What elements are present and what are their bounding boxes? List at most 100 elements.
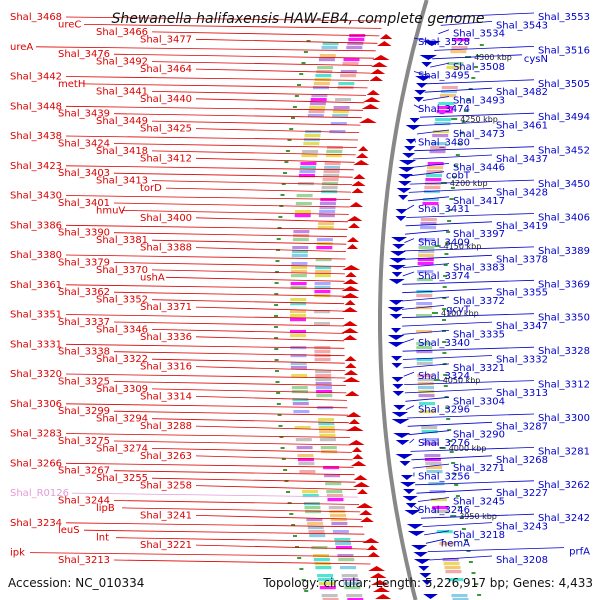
gene-label: cobT bbox=[446, 171, 471, 182]
forward-gene-arrow bbox=[356, 503, 374, 508]
annotation-band-segment bbox=[317, 574, 334, 578]
annotation-band-segment bbox=[450, 50, 467, 54]
gene-label: Shal_3379 bbox=[58, 258, 110, 269]
annotation-band-segment bbox=[307, 522, 324, 526]
ruler-dot bbox=[301, 62, 306, 64]
leader-line bbox=[29, 552, 369, 557]
annotation-band-segment bbox=[319, 586, 336, 590]
leader-line bbox=[424, 530, 450, 536]
gene-label: Shal_3492 bbox=[96, 57, 148, 68]
gene-label: Shal_3494 bbox=[538, 112, 590, 123]
gene-label: Shal_3276 bbox=[418, 438, 470, 449]
reverse-gene-arrow bbox=[391, 328, 402, 333]
gene-label: Shal_3403 bbox=[58, 168, 110, 179]
gene-label: Shal_3378 bbox=[496, 254, 548, 265]
ruler-dot bbox=[479, 44, 484, 46]
leader-line bbox=[402, 346, 535, 352]
annotation-band-segment bbox=[314, 350, 331, 354]
reverse-gene-arrow bbox=[399, 160, 417, 165]
annotation-band-segment bbox=[299, 166, 316, 170]
annotation-band-segment bbox=[426, 470, 443, 474]
leader-line bbox=[419, 112, 535, 118]
tick-mark bbox=[432, 312, 438, 314]
leader-line bbox=[151, 269, 345, 275]
leader-line bbox=[151, 358, 345, 364]
ruler-dot bbox=[442, 286, 447, 288]
reverse-gene-arrow bbox=[387, 335, 405, 340]
gene-label: Shal_3424 bbox=[58, 139, 110, 150]
annotation-band-segment bbox=[430, 498, 447, 502]
gene-label: Shal_3362 bbox=[58, 287, 110, 298]
annotation-band-segment bbox=[421, 426, 438, 430]
leader-line bbox=[434, 46, 535, 51]
leader-line bbox=[402, 296, 450, 302]
annotation-band-segment bbox=[447, 62, 464, 66]
leader-line bbox=[405, 405, 415, 410]
annotation-band-segment bbox=[416, 362, 433, 366]
annotation-band-segment bbox=[447, 578, 464, 582]
leader-line bbox=[165, 276, 345, 282]
leader-line bbox=[151, 299, 345, 305]
forward-gene-arrow bbox=[346, 244, 359, 249]
gene-label: Shal_3372 bbox=[453, 296, 505, 307]
leader-line bbox=[113, 143, 357, 148]
forward-gene-arrow bbox=[351, 188, 364, 193]
annotation-band-segment bbox=[451, 594, 468, 598]
leader-line bbox=[430, 62, 450, 68]
gene-label: Shal_3355 bbox=[496, 288, 548, 299]
ruler-dot bbox=[285, 150, 290, 152]
annotation-band-segment bbox=[432, 130, 449, 134]
leader-line bbox=[195, 336, 345, 342]
forward-gene-arrow bbox=[369, 76, 383, 81]
annotation-band-segment bbox=[420, 218, 437, 222]
annotation-band-segment bbox=[302, 150, 319, 154]
gene-label: Shal_3371 bbox=[140, 302, 192, 313]
leader-line bbox=[429, 555, 493, 561]
gene-label: Shal_3450 bbox=[538, 179, 590, 190]
gene-label: Shal_3322 bbox=[96, 354, 148, 365]
ruler-dot bbox=[476, 55, 481, 57]
annotation-band-segment bbox=[422, 202, 439, 206]
gene-label: Shal_3383 bbox=[453, 263, 505, 274]
ruler-dot bbox=[446, 418, 451, 420]
ruler-dot bbox=[280, 194, 285, 196]
forward-gene-arrow bbox=[371, 62, 388, 67]
tick-label: 4150 kbp bbox=[444, 242, 482, 251]
leader-line bbox=[151, 477, 356, 483]
ruler-dot bbox=[468, 88, 473, 90]
leader-line bbox=[411, 163, 450, 168]
reverse-gene-arrow bbox=[396, 188, 412, 193]
annotation-band-segment bbox=[342, 62, 359, 66]
ruler-dot bbox=[275, 271, 279, 273]
forward-gene-arrow bbox=[356, 153, 369, 158]
gene-label: Shal_3275 bbox=[58, 436, 110, 447]
forward-gene-arrow bbox=[371, 580, 389, 585]
leader-line bbox=[413, 505, 420, 511]
leader-line bbox=[35, 46, 376, 52]
annotation-band-segment bbox=[330, 514, 347, 518]
annotation-band-segment bbox=[426, 174, 442, 178]
gene-label: Shal_3361 bbox=[10, 280, 62, 291]
annotation-band-segment bbox=[309, 106, 326, 110]
annotation-band-segment bbox=[424, 186, 441, 190]
gene-label: Shal_3412 bbox=[140, 153, 192, 164]
ruler-dot bbox=[275, 370, 279, 372]
leader-line bbox=[151, 329, 345, 334]
annotation-band-segment bbox=[335, 542, 352, 546]
gene-label: Shal_3508 bbox=[453, 62, 505, 73]
ruler-dot bbox=[446, 231, 451, 233]
annotation-band-segment bbox=[307, 114, 324, 118]
ruler-dot bbox=[306, 40, 311, 42]
gene-label: Shal_3441 bbox=[96, 86, 148, 97]
annotation-band-segment bbox=[321, 594, 338, 598]
annotation-band-segment bbox=[290, 318, 306, 322]
tick-mark bbox=[439, 447, 446, 449]
leader-line bbox=[406, 213, 535, 218]
leader-line bbox=[442, 12, 535, 18]
annotation-band-segment bbox=[417, 258, 434, 262]
annotation-band-segment bbox=[323, 170, 340, 174]
leader-line bbox=[195, 217, 349, 223]
gene-label: Shal_3290 bbox=[453, 430, 505, 441]
leader-line bbox=[195, 455, 353, 461]
gene-label: Shal_3423 bbox=[10, 161, 62, 172]
